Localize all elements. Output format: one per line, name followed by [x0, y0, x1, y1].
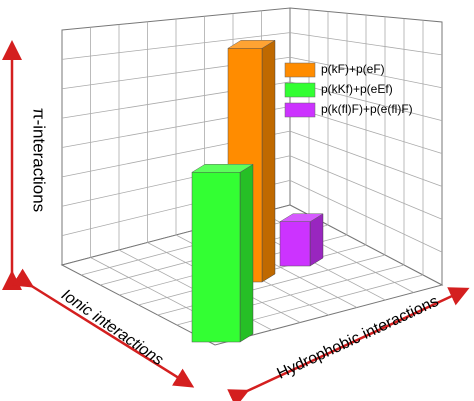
legend-label: p(k(fl)F)+p(e(fl)F): [321, 102, 413, 116]
bar-side-shade: [240, 164, 253, 342]
legend-label: p(kKf)+p(eEf): [321, 82, 393, 96]
bar-top-shade: [228, 40, 275, 49]
bar: [191, 172, 241, 343]
legend-swatch: [284, 82, 316, 98]
bar-side-shade: [310, 213, 323, 266]
legend-swatch: [284, 62, 316, 78]
bar: [279, 221, 311, 267]
grid-line: [289, 32, 443, 56]
grid-line: [289, 81, 443, 122]
legend-label: p(kF)+p(eF): [321, 62, 385, 76]
legend: p(kF)+p(eF) p(kKf)+p(eEf) p(k(fl)F)+p(e(fl…: [284, 62, 413, 118]
bar-3d: [279, 213, 324, 267]
grid-line: [289, 56, 443, 89]
grid-line: [61, 32, 291, 60]
bar-3d: [191, 163, 254, 343]
x-axis-arrow: [11, 268, 195, 388]
z-axis-arrow: [227, 287, 470, 401]
bar-top-shade: [192, 164, 253, 173]
bar-side-shade: [262, 40, 275, 282]
y-axis-label: π-interactions: [30, 108, 49, 212]
bar-top-shade: [280, 213, 323, 222]
legend-swatch: [284, 102, 316, 118]
grid-line: [289, 106, 443, 154]
